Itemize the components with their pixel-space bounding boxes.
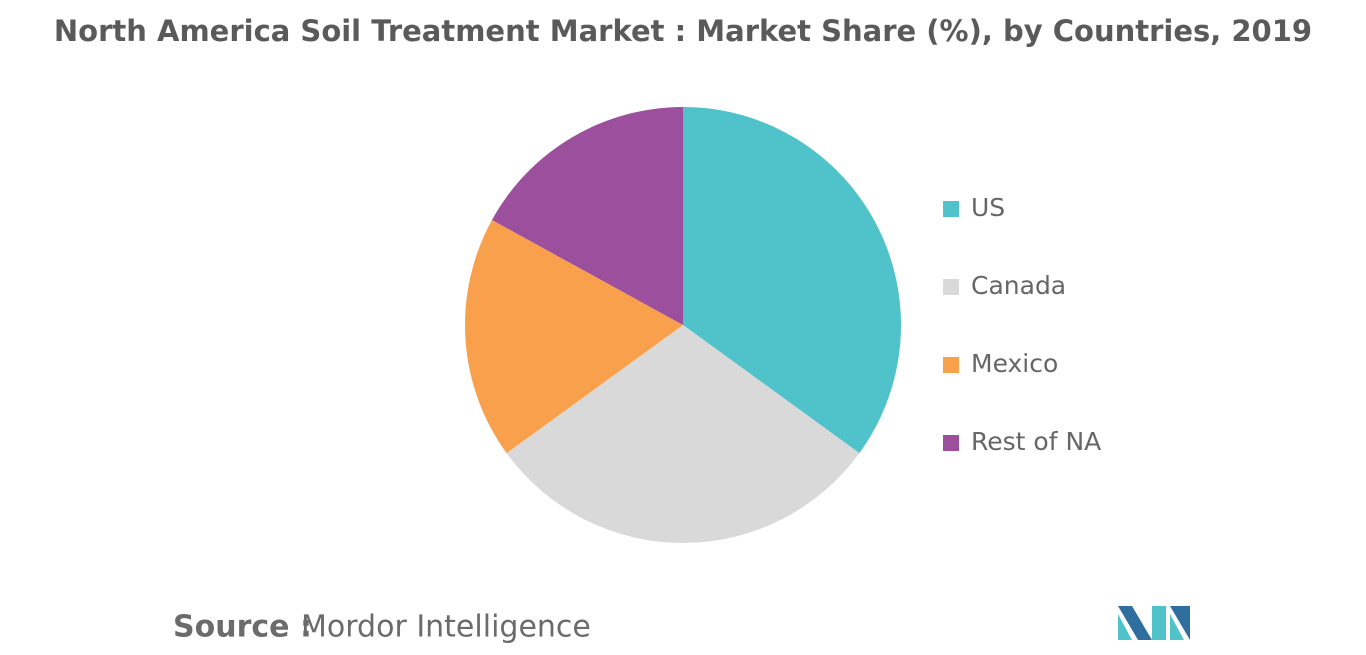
source: Mordor Intelligence	[301, 610, 591, 645]
chart-title: North America Soil Treatment Market : Ma…	[54, 14, 1312, 48]
pie-slice	[506, 325, 860, 543]
legend-swatch	[943, 435, 959, 451]
legend-swatch	[943, 201, 959, 217]
legend-swatch	[943, 279, 959, 295]
legend-label: US	[971, 193, 1005, 222]
legend-label: Canada	[971, 271, 1066, 300]
pie-slice	[683, 107, 902, 454]
logo-part	[1170, 606, 1190, 640]
source-label: Source :	[173, 610, 312, 645]
legend-label: Rest of NA	[971, 427, 1101, 456]
logo-part	[1152, 606, 1166, 640]
logo-part	[1118, 606, 1152, 640]
legend-label: Mexico	[971, 349, 1058, 378]
logo	[1118, 606, 1190, 640]
legend-swatch	[943, 357, 959, 373]
pie-slice	[491, 106, 683, 325]
logo-part	[1170, 614, 1184, 640]
pie-slice	[465, 219, 683, 454]
logo-part	[1118, 614, 1132, 640]
